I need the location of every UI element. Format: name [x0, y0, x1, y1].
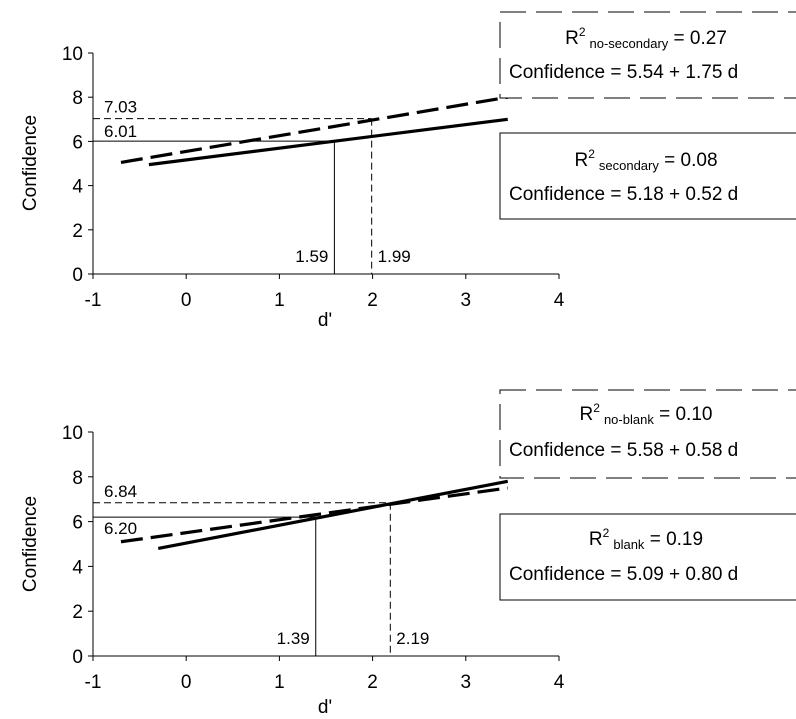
r-squared-exponent: 2 — [603, 526, 610, 540]
x-tick-label: 3 — [461, 672, 472, 693]
y-tick-label: 0 — [72, 647, 83, 668]
series-line-no-blank — [120, 486, 508, 544]
x-axis-title: d' — [318, 310, 332, 331]
equation-box-dashed: R2 no-blank = 0.10 Confidence = 5.58 + 0.5… — [499, 389, 796, 479]
r-squared-subscript: no-blank — [604, 412, 654, 427]
r-squared-subscript: secondary — [599, 158, 659, 173]
r-squared-label: R2 no-blank = 0.10 — [580, 401, 713, 427]
r-squared-label: R2 no-secondary = 0.27 — [565, 25, 727, 51]
r-squared-subscript: blank — [613, 537, 645, 552]
x-tick-label: -1 — [85, 290, 102, 311]
x-tick-label: 0 — [181, 290, 192, 311]
x-tick-label: 2 — [367, 290, 378, 311]
equation-box-dashed: R2 no-secondary = 0.27 Confidence = 5.54 +… — [499, 11, 796, 99]
reference-y-label: 7.03 — [104, 98, 137, 117]
r-squared-letter: R — [574, 150, 588, 171]
regression-equation: Confidence = 5.58 + 0.58 d — [509, 440, 738, 461]
r-squared-letter: R — [565, 28, 579, 49]
reference-x-label: 1.59 — [295, 247, 328, 266]
r-squared-subscript: no-secondary — [590, 36, 669, 51]
r-squared-label: R2blank = 0.19 — [589, 526, 703, 552]
x-tick-label: -1 — [85, 672, 102, 693]
reference-y-label: 6.84 — [104, 482, 137, 501]
reference-y-label: 6.20 — [104, 519, 137, 538]
y-tick-label: 4 — [72, 557, 83, 578]
equation-box-border — [499, 11, 796, 99]
r-squared-exponent: 2 — [588, 147, 595, 161]
r-squared-exponent: 2 — [579, 25, 586, 39]
series-line-blank — [157, 479, 509, 551]
y-tick-label: 4 — [72, 177, 83, 198]
r-squared-exponent: 2 — [593, 401, 600, 415]
y-tick-label: 10 — [62, 44, 83, 65]
equation-box-solid: R2 secondary = 0.08 Confidence = 5.18 + 0.… — [499, 132, 796, 220]
y-tick-label: 10 — [62, 423, 83, 444]
reference-x-label: 1.99 — [378, 247, 411, 266]
r-squared-value: = 0.19 — [644, 529, 703, 550]
r-squared-letter: R — [589, 529, 603, 550]
series-line-no-secondary — [120, 95, 509, 164]
x-tick-label: 4 — [554, 290, 565, 311]
regression-equation: Confidence = 5.54 + 1.75 d — [509, 62, 738, 83]
x-tick-label: 1 — [274, 672, 285, 693]
equation-box-border — [499, 389, 796, 479]
y-tick-label: 6 — [72, 132, 83, 153]
equation-box-solid: R2blank = 0.19 Confidence = 5.09 + 0.80 d — [499, 513, 796, 601]
reference-x-label: 1.39 — [277, 629, 310, 648]
regression-equation: Confidence = 5.09 + 0.80 d — [509, 564, 738, 585]
r-squared-value: = 0.10 — [654, 404, 713, 425]
series-line-secondary — [148, 117, 508, 167]
y-axis-title: Confidence — [20, 496, 41, 592]
x-tick-label: 2 — [367, 672, 378, 693]
r-squared-value: = 0.08 — [659, 150, 718, 171]
equation-box-border — [499, 132, 796, 220]
r-squared-letter: R — [580, 404, 594, 425]
y-tick-label: 8 — [72, 88, 83, 109]
y-tick-label: 6 — [72, 513, 83, 534]
y-axis-title: Confidence — [20, 115, 41, 211]
regression-equation: Confidence = 5.18 + 0.52 d — [509, 184, 738, 205]
r-squared-label: R2 secondary = 0.08 — [574, 147, 717, 173]
x-tick-label: 1 — [274, 290, 285, 311]
x-tick-label: 4 — [554, 672, 565, 693]
y-tick-label: 8 — [72, 468, 83, 489]
reference-x-label: 2.19 — [396, 629, 429, 648]
x-tick-label: 0 — [181, 672, 192, 693]
y-tick-label: 0 — [72, 265, 83, 286]
y-tick-label: 2 — [72, 221, 83, 242]
reference-y-label: 6.01 — [104, 122, 137, 141]
equation-box-border — [499, 513, 796, 601]
y-tick-label: 2 — [72, 602, 83, 623]
x-tick-label: 3 — [461, 290, 472, 311]
r-squared-value: = 0.27 — [668, 28, 727, 49]
x-axis-title: d' — [318, 697, 332, 718]
